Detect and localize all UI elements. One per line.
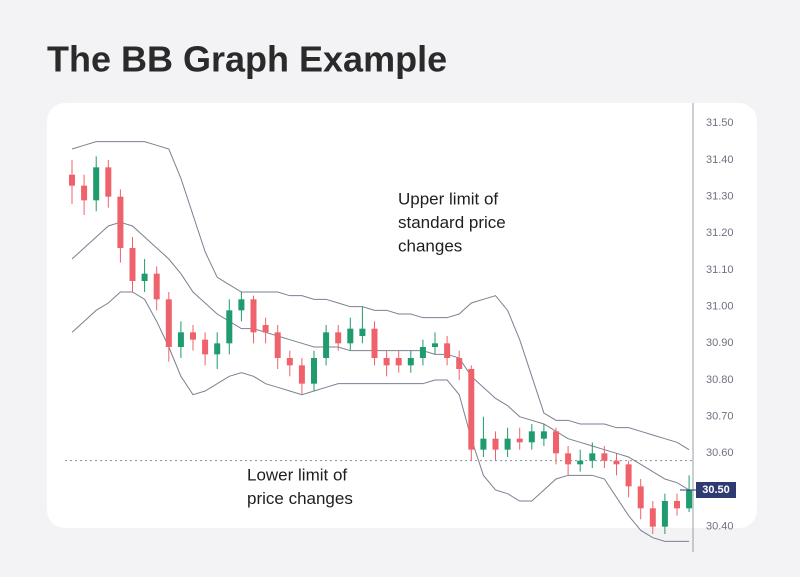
- candle-body: [141, 273, 148, 281]
- candle-body: [165, 299, 172, 347]
- y-tick-label: 31.50: [706, 117, 734, 129]
- y-tick-label: 31.20: [706, 227, 734, 239]
- candle-body: [504, 438, 511, 450]
- candle-body: [311, 358, 317, 384]
- candle-body: [540, 431, 547, 439]
- candle-body: [117, 196, 124, 248]
- candle-body: [601, 453, 608, 461]
- annotation-text: Upper limit of: [398, 189, 498, 208]
- annotation-text: changes: [398, 236, 462, 255]
- candle-body: [347, 328, 354, 344]
- y-tick-label: 31.30: [706, 191, 734, 203]
- candle-body: [298, 365, 305, 384]
- candle-body: [383, 358, 390, 366]
- candle-body: [468, 369, 475, 450]
- y-tick-label: 31.10: [706, 264, 734, 276]
- candle-body: [214, 343, 221, 355]
- y-tick-label: 31.00: [706, 301, 734, 313]
- candle-body: [250, 299, 257, 333]
- candle-body: [613, 460, 620, 465]
- y-tick-label: 30.80: [706, 374, 734, 386]
- band-lower: [71, 291, 690, 542]
- page-title: The BB Graph Example: [47, 39, 447, 80]
- candle-body: [129, 248, 136, 281]
- candle-body: [359, 328, 366, 336]
- y-tick-label: 30.90: [706, 337, 734, 349]
- candle-body: [528, 431, 535, 443]
- current-price-label: 30.50: [702, 484, 730, 496]
- candle-body: [81, 185, 88, 201]
- y-tick-label: 30.70: [706, 411, 734, 423]
- candle-body: [516, 438, 523, 443]
- candle-body: [395, 358, 402, 366]
- candle-body: [93, 167, 100, 201]
- annotation-text: price changes: [247, 489, 353, 508]
- candle-body: [226, 310, 233, 344]
- candle-body: [105, 167, 112, 197]
- candle-body: [661, 501, 668, 527]
- y-tick-label: 30.40: [706, 521, 734, 533]
- y-tick-label: 30.60: [706, 447, 734, 459]
- y-tick-label: 31.40: [706, 154, 734, 166]
- candle-body: [589, 453, 596, 461]
- annotation-text: standard price: [398, 213, 506, 232]
- candle-body: [274, 332, 281, 358]
- current-price-box: [696, 482, 736, 498]
- candle-body: [637, 486, 644, 509]
- candle-body: [335, 332, 342, 344]
- band-middle: [71, 221, 690, 491]
- band-upper: [71, 141, 690, 451]
- candle-body: [419, 347, 426, 358]
- candle-body: [625, 464, 632, 487]
- candle-body: [480, 438, 487, 450]
- candle-body: [456, 358, 463, 369]
- candle-body: [262, 325, 269, 333]
- candle-body: [286, 358, 293, 366]
- candle-body: [238, 299, 245, 311]
- candle-body: [153, 273, 160, 300]
- candle-body: [323, 332, 330, 358]
- candle-body: [565, 453, 572, 465]
- candle-body: [407, 358, 414, 366]
- candle-body: [69, 174, 75, 186]
- candle-body: [444, 343, 451, 358]
- chart-card: [47, 103, 757, 528]
- candle-body: [190, 332, 196, 340]
- candle-body: [177, 332, 184, 347]
- annotation-text: Lower limit of: [247, 465, 347, 484]
- candle-body: [649, 508, 656, 527]
- candle-body: [371, 328, 378, 358]
- candle-body: [686, 490, 693, 509]
- candle-body: [202, 339, 209, 355]
- candle-body: [492, 438, 499, 450]
- candle-body: [674, 501, 680, 509]
- candle-body: [577, 460, 584, 465]
- candle-body: [553, 431, 559, 454]
- candle-body: [432, 343, 438, 347]
